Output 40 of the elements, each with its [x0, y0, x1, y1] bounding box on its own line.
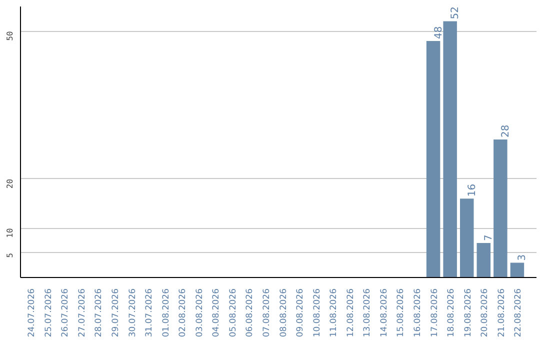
x-tick-label: 10.08.2026 — [312, 288, 322, 338]
data-label: 7 — [484, 234, 495, 242]
x-tick-label: 18.08.2026 — [446, 288, 457, 338]
x-tick-label: 08.08.2026 — [278, 288, 289, 338]
y-tick-label: 5 — [6, 252, 14, 258]
x-tick-label: 12.08.2026 — [346, 288, 356, 338]
data-label: 28 — [500, 124, 512, 138]
x-tick-label: 05.08.2026 — [228, 288, 238, 338]
x-tick-label: 02.08.2026 — [178, 288, 188, 338]
x-tick-label: 21.08.2026 — [496, 288, 507, 338]
x-tick-label: 03.08.2026 — [194, 288, 205, 338]
x-tick-label: 29.07.2026 — [110, 288, 121, 338]
x-tick-label: 07.08.2026 — [262, 288, 272, 338]
x-tick-label: 19.08.2026 — [463, 288, 474, 338]
x-tick-label: 15.08.2026 — [396, 288, 406, 338]
x-tick-label: 22.08.2026 — [514, 288, 524, 338]
x-tick-label: 24.07.2026 — [27, 288, 38, 338]
x-tick-label: 26.07.2026 — [60, 288, 71, 338]
x-tick-label: 28.07.2026 — [94, 288, 104, 338]
data-label: 16 — [466, 184, 478, 197]
x-tick-label: 09.08.2026 — [296, 288, 306, 338]
x-tick-label: 01.08.2026 — [161, 288, 172, 338]
x-tick-label: 30.07.2026 — [128, 288, 138, 338]
x-tick-label: 20.08.2026 — [480, 288, 490, 338]
y-tick-label: 20 — [6, 178, 14, 189]
data-label: 52 — [450, 6, 462, 20]
x-tick-label: 04.08.2026 — [212, 288, 222, 338]
x-tick-label: 16.08.2026 — [413, 288, 424, 338]
data-label: 3 — [517, 254, 528, 261]
y-tick-label: 10 — [6, 228, 14, 238]
y-tick-label: 50 — [6, 30, 14, 41]
x-tick-label: 27.07.2026 — [77, 288, 88, 338]
x-tick-label: 06.08.2026 — [245, 288, 256, 338]
x-tick-label: 11.08.2026 — [329, 288, 340, 338]
x-tick-label: 25.07.2026 — [44, 288, 54, 338]
x-tick-label: 17.08.2026 — [430, 288, 440, 338]
x-tick-label: 14.08.2026 — [379, 288, 390, 338]
x-tick-label: 31.07.2026 — [144, 288, 155, 338]
x-tick-label: 13.08.2026 — [362, 288, 373, 338]
data-label: 48 — [433, 26, 444, 39]
